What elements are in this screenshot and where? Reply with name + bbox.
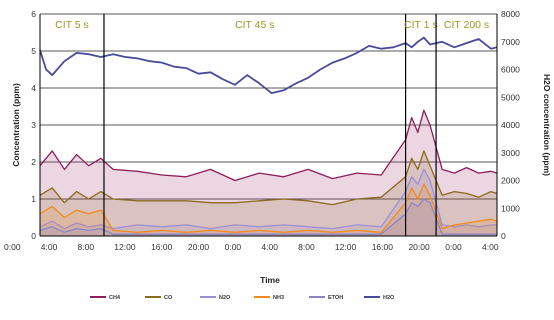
y-tick-right-6000: 6000 bbox=[501, 65, 520, 75]
legend: CH4 CO N2O NH3 ETOH H2O bbox=[90, 295, 395, 301]
y-tick-right-5000: 5000 bbox=[501, 92, 520, 102]
y-tick-left-3: 3 bbox=[31, 120, 36, 130]
series-co-line bbox=[39, 150, 498, 206]
x-tick-2: 8:00 bbox=[78, 242, 95, 252]
phase-label-2: CIT 1 s bbox=[404, 19, 438, 31]
y-tick-right-4000: 4000 bbox=[501, 120, 520, 130]
legend-item-ch4: CH4 bbox=[90, 295, 121, 301]
legend-label-h2o: H2O bbox=[383, 295, 395, 301]
phase-label-3: CIT 200 s bbox=[444, 19, 489, 31]
x-axis-label: Time bbox=[260, 275, 280, 285]
y-tick-left-2: 2 bbox=[31, 157, 36, 167]
series-ch4-area bbox=[40, 110, 497, 236]
y-tick-right-2000: 2000 bbox=[501, 176, 520, 186]
y-tick-right-0: 0 bbox=[501, 231, 506, 241]
y-tick-left-0: 0 bbox=[31, 231, 36, 241]
y-tick-right-3000: 3000 bbox=[501, 148, 520, 158]
y-tick-left-4: 4 bbox=[31, 83, 36, 93]
phase-label-0: CIT 5 s bbox=[55, 19, 89, 31]
x-tick-12: 0:00 bbox=[445, 242, 462, 252]
legend-item-n2o: N2O bbox=[200, 295, 231, 301]
series-ch4-line bbox=[39, 109, 498, 182]
x-tick-11: 20:00 bbox=[408, 242, 430, 252]
x-tick-1: 4:00 bbox=[41, 242, 58, 252]
y-tick-right-7000: 7000 bbox=[501, 37, 520, 47]
series-n2o-line bbox=[39, 168, 497, 230]
x-tick-7: 4:00 bbox=[261, 242, 278, 252]
y-tick-left-1: 1 bbox=[31, 194, 36, 204]
x-tick-0: 0:00 bbox=[4, 242, 21, 252]
legend-label-n2o: N2O bbox=[219, 295, 231, 301]
series-h2o-line bbox=[39, 36, 498, 94]
phase-dividers: CIT 5 s CIT 45 s CIT 1 s CIT 200 s bbox=[55, 14, 489, 236]
x-tick-13: 4:00 bbox=[482, 242, 499, 252]
legend-item-h2o: H2O bbox=[364, 295, 395, 301]
legend-label-nh3: NH3 bbox=[273, 295, 284, 301]
legend-item-etoh: ETOH bbox=[309, 295, 343, 301]
legend-label-etoh: ETOH bbox=[328, 295, 343, 301]
y-axis-label-right: H2O concentration (ppm) bbox=[542, 74, 552, 176]
phase-label-1: CIT 45 s bbox=[235, 19, 275, 31]
x-tick-5: 20:00 bbox=[188, 242, 210, 252]
y-tick-right-1000: 1000 bbox=[501, 203, 520, 213]
x-tick-4: 16:00 bbox=[151, 242, 173, 252]
x-tick-6: 0:00 bbox=[225, 242, 242, 252]
x-tick-8: 8:00 bbox=[298, 242, 315, 252]
legend-item-co: CO bbox=[145, 295, 173, 301]
series-co-area bbox=[40, 150, 497, 236]
x-tick-3: 12:00 bbox=[114, 242, 136, 252]
legend-label-ch4: CH4 bbox=[109, 295, 121, 301]
y-tick-right-8000: 8000 bbox=[501, 9, 520, 19]
axes bbox=[39, 14, 498, 237]
series-etoh-line bbox=[39, 198, 497, 235]
y-axis-label-left: Concentration (ppm) bbox=[11, 83, 21, 167]
x-tick-10: 16:00 bbox=[372, 242, 394, 252]
y-tick-left-5: 5 bbox=[31, 46, 36, 56]
x-tick-9: 12:00 bbox=[335, 242, 357, 252]
tick-labels: 0 1 2 3 4 5 6 0 1000 2000 3000 4000 5000 6000 7000 8000… bbox=[4, 9, 520, 252]
legend-item-nh3: NH3 bbox=[254, 295, 284, 301]
legend-label-co: CO bbox=[164, 295, 173, 301]
series-nh3-line bbox=[39, 183, 498, 233]
y-tick-left-6: 6 bbox=[31, 9, 36, 19]
